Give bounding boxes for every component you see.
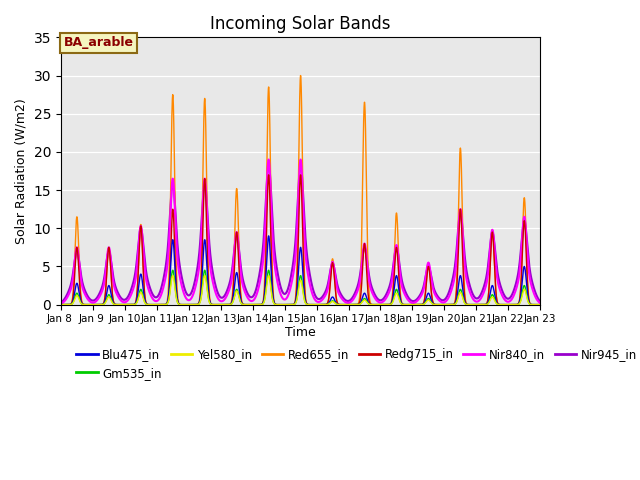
Nir945_in (413, 297, 420, 302)
Line: Nir945_in: Nir945_in (61, 163, 540, 302)
Nir945_in (536, 299, 544, 304)
Nir840_in (57, 301, 65, 307)
Gm535_in (344, 302, 352, 308)
Red655_in (438, 302, 446, 308)
Redg715_in (536, 302, 544, 308)
Gm535_in (413, 302, 420, 308)
Line: Yel580_in: Yel580_in (61, 276, 540, 305)
Gm535_in (362, 297, 369, 302)
Blu475_in (57, 302, 65, 308)
Nir945_in (340, 297, 348, 302)
Yel580_in (536, 302, 544, 308)
Nir945_in (230, 245, 238, 251)
Nir945_in (57, 300, 65, 305)
Red655_in (536, 302, 544, 308)
Red655_in (81, 302, 89, 308)
Blu475_in (81, 302, 89, 308)
Yel580_in (438, 302, 446, 308)
Redg715_in (265, 172, 273, 178)
Nir840_in (438, 300, 446, 305)
Gm535_in (438, 302, 446, 308)
Yel580_in (265, 273, 273, 278)
Red655_in (57, 302, 65, 308)
Gm535_in (81, 302, 89, 308)
Nir945_in (362, 247, 369, 252)
Nir945_in (438, 297, 446, 303)
Blu475_in (536, 302, 544, 308)
Text: BA_arable: BA_arable (63, 36, 134, 49)
Gm535_in (57, 302, 65, 308)
Yel580_in (230, 294, 238, 300)
Gm535_in (340, 302, 348, 308)
Nir945_in (81, 288, 89, 293)
Red655_in (230, 242, 238, 248)
Legend: Blu475_in, Gm535_in, Yel580_in, Red655_in, Redg715_in, Nir840_in, Nir945_in: Blu475_in, Gm535_in, Yel580_in, Red655_i… (72, 343, 640, 384)
Nir840_in (413, 299, 420, 304)
Y-axis label: Solar Radiation (W/m2): Solar Radiation (W/m2) (15, 98, 28, 244)
Redg715_in (81, 302, 89, 308)
Red655_in (340, 302, 348, 308)
Nir840_in (362, 244, 369, 250)
Line: Red655_in: Red655_in (61, 75, 540, 305)
Yel580_in (413, 302, 420, 308)
Blu475_in (413, 302, 420, 308)
Blu475_in (362, 292, 369, 298)
Redg715_in (230, 264, 238, 270)
Nir840_in (230, 248, 238, 253)
Line: Nir840_in: Nir840_in (61, 159, 540, 304)
Red655_in (413, 302, 420, 308)
Yel580_in (340, 302, 348, 308)
Line: Blu475_in: Blu475_in (61, 236, 540, 305)
Nir840_in (536, 300, 544, 306)
Line: Gm535_in: Gm535_in (61, 270, 540, 305)
Nir945_in (265, 160, 273, 166)
Blu475_in (344, 302, 352, 308)
Redg715_in (340, 302, 348, 308)
Nir840_in (340, 299, 348, 304)
Nir840_in (265, 156, 273, 162)
Yel580_in (344, 302, 352, 308)
Yel580_in (81, 302, 89, 308)
Blu475_in (438, 302, 446, 308)
Redg715_in (57, 302, 65, 308)
Redg715_in (413, 302, 420, 308)
Blu475_in (230, 284, 238, 289)
Gm535_in (230, 293, 238, 299)
Redg715_in (362, 249, 369, 254)
Gm535_in (536, 302, 544, 308)
Gm535_in (265, 267, 273, 273)
Title: Incoming Solar Bands: Incoming Solar Bands (211, 15, 391, 33)
Yel580_in (57, 302, 65, 308)
Red655_in (297, 72, 305, 78)
Yel580_in (362, 298, 369, 303)
Red655_in (362, 126, 369, 132)
Redg715_in (438, 302, 446, 308)
Line: Redg715_in: Redg715_in (61, 175, 540, 305)
X-axis label: Time: Time (285, 326, 316, 339)
Blu475_in (265, 233, 273, 239)
Nir840_in (81, 291, 89, 297)
Blu475_in (340, 302, 348, 308)
